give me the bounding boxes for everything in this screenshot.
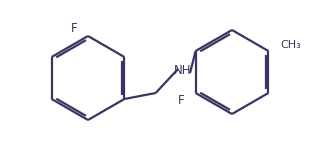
Text: NH: NH <box>174 64 192 78</box>
Text: CH₃: CH₃ <box>280 40 301 50</box>
Text: F: F <box>178 95 185 107</box>
Text: F: F <box>71 22 77 34</box>
